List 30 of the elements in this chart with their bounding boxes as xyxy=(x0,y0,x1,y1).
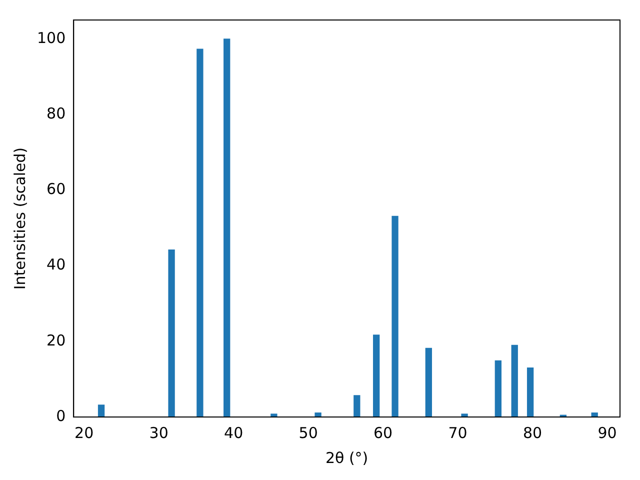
y-tick-label: 80 xyxy=(46,104,66,122)
bar xyxy=(270,414,278,417)
bar xyxy=(98,404,105,417)
bar xyxy=(168,250,175,417)
x-tick-label: 80 xyxy=(523,424,542,442)
bar xyxy=(461,414,468,417)
x-tick-label: 90 xyxy=(598,424,617,442)
y-tick-label: 0 xyxy=(56,406,66,425)
x-tick-label: 40 xyxy=(224,424,244,442)
x-tick-label: 50 xyxy=(298,424,318,442)
x-axis-title: 2θ (°) xyxy=(325,448,368,467)
bar xyxy=(494,360,502,417)
y-tick-label: 60 xyxy=(46,180,66,198)
y-tick-label: 40 xyxy=(46,256,66,274)
x-tick-label: 30 xyxy=(149,424,168,442)
bar xyxy=(425,348,432,417)
y-tick-label: 20 xyxy=(46,331,66,350)
bar xyxy=(224,38,230,417)
x-tick-label: 20 xyxy=(74,424,94,442)
y-axis-title: Intensities (scaled) xyxy=(10,147,29,290)
bar xyxy=(314,412,322,417)
bar xyxy=(511,344,518,417)
bar xyxy=(526,368,534,417)
y-tick-label: 100 xyxy=(36,28,66,47)
bar xyxy=(354,395,360,417)
bar xyxy=(392,216,398,417)
bar xyxy=(373,334,380,417)
bar xyxy=(196,48,204,417)
x-tick-label: 70 xyxy=(448,424,468,442)
x-tick-label: 60 xyxy=(374,424,393,442)
